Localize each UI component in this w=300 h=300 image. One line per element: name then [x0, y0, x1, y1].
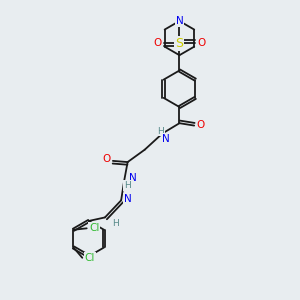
Text: Cl: Cl: [85, 253, 95, 263]
Text: Cl: Cl: [89, 223, 99, 233]
Text: N: N: [162, 134, 170, 144]
Text: O: O: [154, 38, 162, 48]
Text: N: N: [176, 16, 183, 26]
Text: H: H: [158, 127, 164, 136]
Text: O: O: [196, 120, 205, 130]
Text: H: H: [112, 219, 119, 228]
Text: O: O: [102, 154, 110, 164]
Text: S: S: [176, 37, 183, 50]
Text: N: N: [129, 173, 137, 183]
Text: N: N: [124, 194, 131, 204]
Text: O: O: [197, 38, 206, 48]
Text: H: H: [124, 181, 130, 190]
